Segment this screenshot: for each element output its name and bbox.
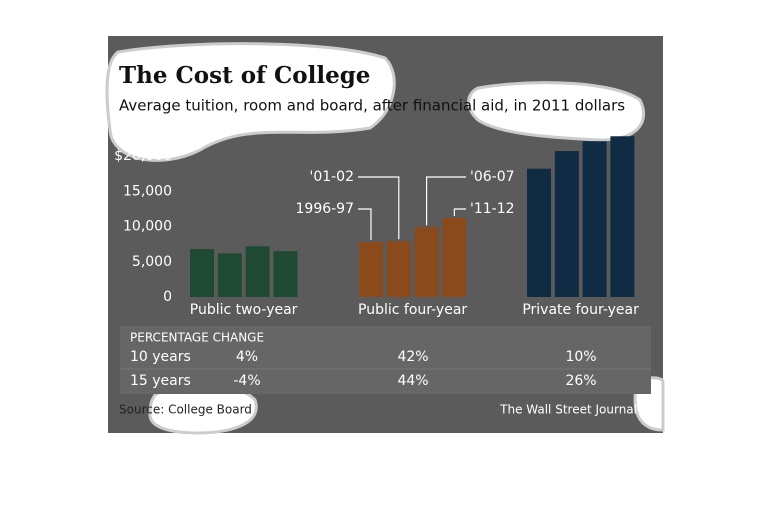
y-tick-label: $20,000 (114, 148, 172, 164)
table-cell: 10% (565, 349, 596, 365)
bar (554, 151, 579, 297)
bar (245, 246, 270, 297)
chart-subtitle: Average tuition, room and board, after f… (119, 97, 625, 115)
row-label: 15 years (130, 373, 191, 389)
highlight-blob (105, 42, 396, 162)
chart-title: The Cost of College (119, 62, 370, 89)
series-label: '01-02 (309, 169, 354, 185)
bar (442, 218, 467, 297)
leader-line (358, 208, 372, 241)
x-tick-label: Public four-year (358, 302, 467, 318)
table-title: PERCENTAGE CHANGE (130, 331, 264, 345)
row-label: 10 years (130, 349, 191, 365)
bar (610, 136, 635, 297)
table-cell: 42% (397, 349, 428, 365)
table-cell: 4% (236, 349, 258, 365)
series-label: 1996-97 (296, 201, 355, 217)
bar (527, 168, 551, 297)
series-label: '11-12 (470, 201, 515, 217)
bar (217, 253, 242, 297)
series-label: '06-07 (470, 169, 515, 185)
table-background (120, 326, 651, 394)
table-cell: 44% (397, 373, 428, 389)
bar (359, 242, 383, 297)
x-tick-label: Public two-year (190, 302, 298, 318)
highlight-blob (467, 81, 646, 142)
y-tick-label: 0 (163, 289, 172, 305)
y-tick-label: 15,000 (123, 183, 172, 199)
bar (582, 141, 607, 297)
bar (386, 241, 411, 297)
bar (273, 251, 298, 297)
y-tick-label: 10,000 (123, 219, 172, 235)
x-tick-label: Private four-year (522, 302, 639, 318)
leader-line (453, 208, 466, 217)
bar (414, 227, 439, 297)
source: Source: College Board (119, 403, 252, 417)
leader-line (358, 176, 400, 240)
bar (190, 249, 214, 297)
table-cell: -4% (233, 373, 260, 389)
y-tick-label: 5,000 (132, 254, 172, 270)
table-cell: 26% (565, 373, 596, 389)
leader-line (426, 176, 466, 226)
credit: The Wall Street Journal (499, 403, 637, 417)
